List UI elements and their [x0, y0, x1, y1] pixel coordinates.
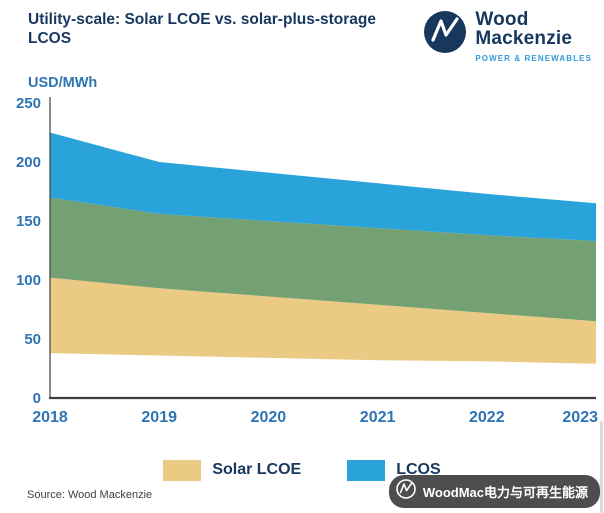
area-chart: 0 50 100 150 200 250 2018 2019 2020 2021 2022 2023 [0, 89, 604, 438]
x-tick-label: 2022 [469, 409, 505, 426]
source-note: Source: Wood Mackenzie [27, 489, 153, 501]
x-tick-label: 2023 [562, 409, 598, 426]
header: Utility-scale: Solar LCOE vs. solar-plus… [0, 0, 604, 63]
y-tick-label: 100 [16, 272, 41, 289]
logo-word-1: Wood [475, 9, 529, 30]
logo-word-2: Mackenzie [475, 28, 573, 50]
area-band-solar-lcoe [50, 277, 596, 364]
chart-canvas: 0 50 100 150 200 250 2018 2019 2020 2021 2022 2023 [16, 95, 598, 426]
watermark-logo-icon [396, 479, 416, 504]
x-tick-label: 2019 [141, 409, 177, 426]
legend-label-solar-lcoe: Solar LCOE [212, 461, 302, 479]
x-tick-label: 2018 [32, 409, 68, 426]
legend-label-lcos: LCOS [396, 461, 441, 479]
title-block: Utility-scale: Solar LCOE vs. solar-plus… [28, 10, 423, 49]
legend-swatch-solar-lcoe [163, 459, 202, 481]
logo-tagline: POWER & RENEWABLES [475, 53, 593, 63]
woodmac-logo-icon [423, 10, 467, 59]
woodmac-logo: Wood Mackenzie POWER & RENEWABLES [423, 10, 592, 63]
legend: Solar LCOE LCOS [0, 459, 604, 481]
watermark-badge: WoodMac电力与可再生能源 [388, 475, 600, 508]
area-band-overlap [50, 197, 596, 322]
watermark-text: WoodMac电力与可再生能源 [422, 485, 588, 500]
logo-text: Wood Mackenzie POWER & RENEWABLES [475, 10, 592, 63]
legend-item-lcos: LCOS [347, 459, 441, 481]
area-band-lcos [50, 132, 596, 241]
scrollbar[interactable] [600, 421, 603, 513]
chart-title: Utility-scale: Solar LCOE vs. solar-plus… [28, 11, 376, 48]
legend-swatch-lcos [347, 459, 386, 481]
y-tick-label: 150 [16, 213, 41, 230]
y-tick-label: 0 [33, 390, 41, 407]
y-axis-unit-label: USD/MWh [28, 74, 98, 91]
y-tick-label: 200 [16, 154, 41, 171]
x-tick-label: 2021 [360, 409, 396, 426]
legend-item-solar-lcoe: Solar LCOE [163, 459, 302, 481]
y-tick-label: 250 [16, 95, 41, 112]
x-tick-label: 2020 [251, 409, 287, 426]
y-tick-label: 50 [24, 331, 41, 348]
